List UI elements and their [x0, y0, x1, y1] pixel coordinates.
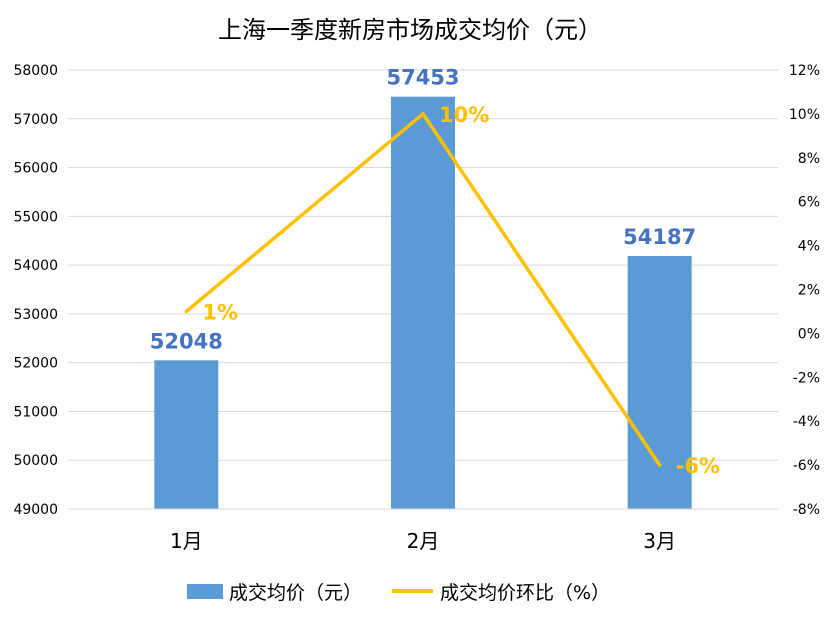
bar	[391, 96, 455, 509]
x-axis-tick-label: 2月	[407, 529, 440, 553]
line-series	[184, 112, 662, 467]
right-axis-tick-label: 12%	[789, 63, 820, 79]
legend: 成交均价（元） 成交均价环比（%）	[187, 582, 610, 604]
left-axis-tick-label: 49000	[13, 502, 58, 518]
right-axis-tick-label: 4%	[798, 239, 820, 255]
right-axis-tick-label: 2%	[798, 283, 820, 299]
right-axis-tick-label: -8%	[793, 502, 820, 518]
bar-value-label: 57453	[386, 66, 459, 90]
right-axis-tick-label: 10%	[789, 107, 820, 123]
line-path	[184, 112, 662, 467]
line-value-label: 10%	[439, 103, 489, 127]
data-labels: 52048 57453 54187 1% 10% -6%	[150, 66, 720, 478]
legend-bar-label: 成交均价（元）	[229, 582, 362, 604]
chart-title: 上海一季度新房市场成交均价（元）	[218, 16, 602, 44]
x-axis: 1月 2月 3月	[68, 508, 778, 553]
left-axis-tick-label: 53000	[13, 307, 58, 323]
bar-series	[154, 96, 692, 509]
left-y-axis: 49000 50000 51000 52000 53000 54000 55000 56000…	[13, 63, 58, 518]
right-axis-tick-label: -2%	[793, 370, 820, 386]
right-axis-tick-label: -6%	[793, 458, 820, 474]
bar-value-label: 54187	[623, 225, 696, 249]
left-axis-tick-label: 58000	[13, 63, 58, 79]
line-value-label: 1%	[202, 300, 238, 324]
left-axis-tick-label: 56000	[13, 161, 58, 177]
right-axis-tick-label: 0%	[798, 326, 820, 342]
bar-value-label: 52048	[150, 329, 223, 353]
left-axis-tick-label: 51000	[13, 404, 58, 420]
right-axis-tick-label: -4%	[793, 414, 820, 430]
right-axis-tick-label: 6%	[798, 195, 820, 211]
left-axis-tick-label: 54000	[13, 258, 58, 274]
legend-bar-swatch	[187, 584, 223, 599]
bar	[154, 360, 219, 509]
left-axis-tick-label: 50000	[13, 453, 58, 469]
x-axis-tick-label: 3月	[643, 529, 676, 553]
left-axis-tick-label: 52000	[13, 356, 58, 372]
legend-line-label: 成交均价环比（%）	[440, 582, 610, 604]
right-axis-tick-label: 8%	[798, 151, 820, 167]
left-axis-tick-label: 57000	[13, 112, 58, 128]
line-value-label: -6%	[676, 454, 720, 478]
right-y-axis: -8% -6% -4% -2% 0% 2% 4% 6% 8% 10% 12%	[789, 63, 820, 518]
left-axis-tick-label: 55000	[13, 209, 58, 225]
x-axis-tick-label: 1月	[170, 529, 203, 553]
